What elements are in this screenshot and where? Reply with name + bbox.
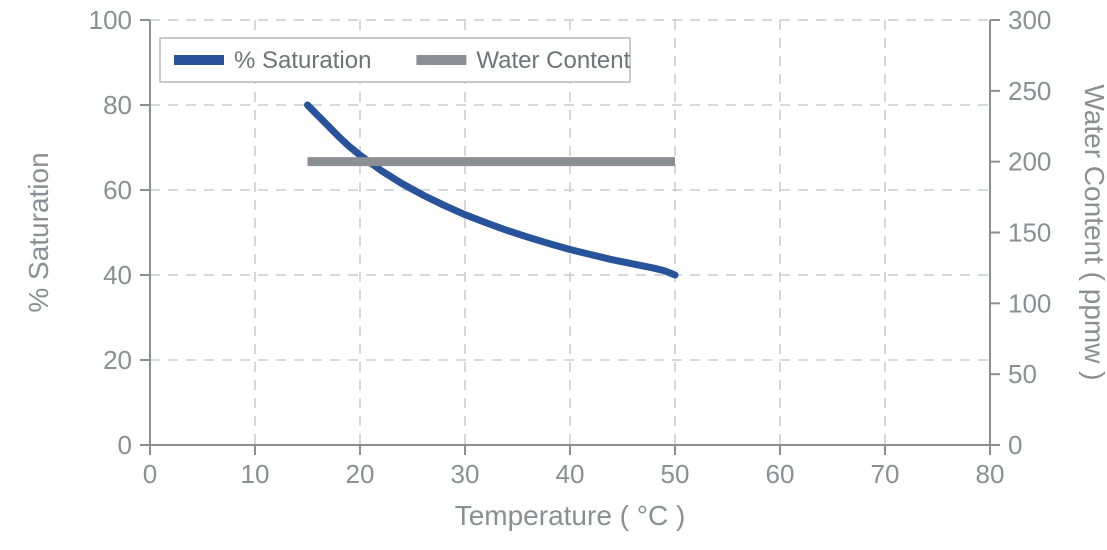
- x-axis-label: Temperature ( °C ): [455, 500, 686, 531]
- y-right-tick-label: 100: [1008, 288, 1051, 318]
- y-right-tick-label: 200: [1008, 147, 1051, 177]
- legend-label: % Saturation: [234, 47, 371, 74]
- x-tick-label: 40: [556, 459, 585, 489]
- x-tick-label: 10: [241, 459, 270, 489]
- legend-swatch: [174, 55, 224, 65]
- y-left-axis-label: % Saturation: [23, 152, 54, 312]
- y-right-tick-label: 0: [1008, 430, 1022, 460]
- y-left-tick-label: 80: [103, 90, 132, 120]
- y-right-tick-label: 50: [1008, 359, 1037, 389]
- y-left-tick-label: 60: [103, 175, 132, 205]
- x-tick-label: 50: [661, 459, 690, 489]
- legend-swatch: [416, 55, 466, 65]
- dual-axis-line-chart: 0102030405060708002040608010005010015020…: [0, 0, 1107, 550]
- y-right-axis-label: Water Content ( ppmw ): [1079, 84, 1107, 380]
- x-tick-label: 0: [143, 459, 157, 489]
- legend-label: Water Content: [476, 47, 630, 74]
- y-left-tick-label: 100: [89, 5, 132, 35]
- x-tick-label: 30: [451, 459, 480, 489]
- x-tick-label: 20: [346, 459, 375, 489]
- x-tick-label: 80: [976, 459, 1005, 489]
- y-left-tick-label: 0: [118, 430, 132, 460]
- x-tick-label: 70: [871, 459, 900, 489]
- y-right-tick-label: 150: [1008, 218, 1051, 248]
- y-right-tick-label: 300: [1008, 5, 1051, 35]
- chart-container: 0102030405060708002040608010005010015020…: [0, 0, 1107, 550]
- y-left-tick-label: 20: [103, 345, 132, 375]
- y-left-tick-label: 40: [103, 260, 132, 290]
- x-tick-label: 60: [766, 459, 795, 489]
- y-right-tick-label: 250: [1008, 76, 1051, 106]
